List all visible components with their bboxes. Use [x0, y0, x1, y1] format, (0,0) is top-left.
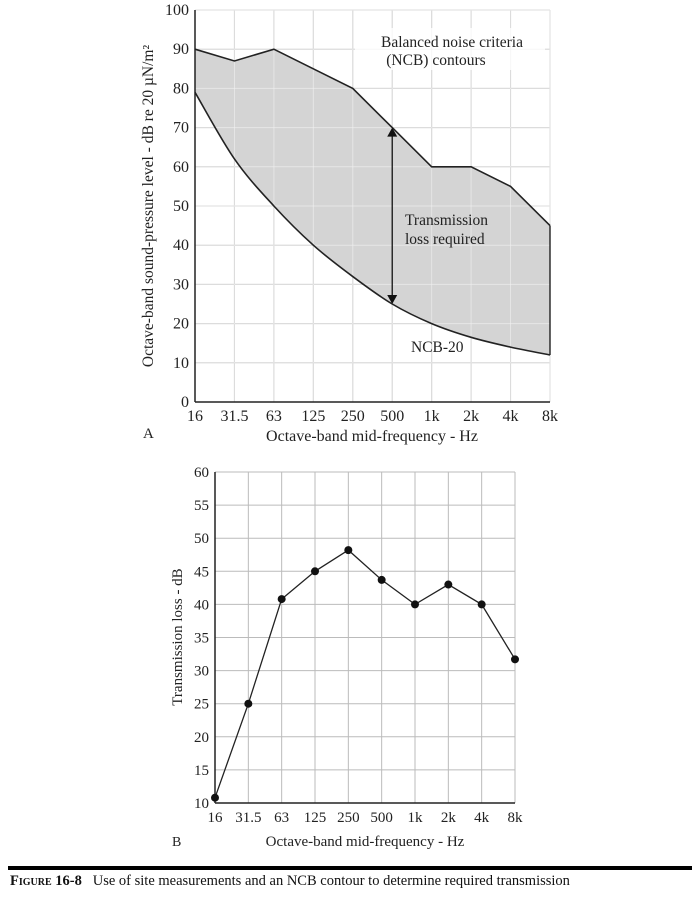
caption-label: Figure 16-8: [10, 873, 82, 889]
y-tick-label: 0: [181, 394, 189, 411]
panel-label: A: [143, 426, 154, 442]
x-axis-label: Octave-band mid-frequency - Hz: [266, 834, 465, 850]
transmission-loss-area: [195, 49, 550, 355]
x-tick-label: 16: [187, 408, 203, 425]
y-tick-label: 40: [194, 597, 209, 613]
y-tick-label: 100: [165, 2, 189, 19]
x-tick-label: 63: [266, 408, 282, 425]
data-point: [344, 546, 353, 555]
y-tick-label: 20: [173, 316, 189, 333]
x-tick-label: 1k: [424, 408, 440, 425]
x-tick-label: 2k: [441, 810, 457, 826]
y-tick-label: 50: [194, 531, 209, 547]
annotation-contour-title: Balanced noise criteria: [381, 34, 523, 51]
data-point: [244, 699, 253, 708]
y-tick-label: 30: [194, 664, 209, 680]
y-axis-label: Transmission loss - dB: [170, 568, 186, 705]
y-tick-label: 40: [173, 237, 189, 254]
panel-label: B: [172, 835, 181, 850]
x-tick-label: 8k: [508, 810, 524, 826]
x-tick-label: 2k: [463, 408, 479, 425]
y-tick-label: 25: [194, 697, 209, 713]
series-line-site-measurements: [194, 48, 551, 227]
y-tick-label: 90: [173, 41, 189, 58]
series-line-transmission-loss: [214, 549, 516, 798]
x-tick-label: 500: [370, 810, 393, 826]
x-tick-label: 31.5: [235, 810, 261, 826]
annotation-contour-title: (NCB) contours: [386, 52, 485, 69]
x-tick-label: 16: [208, 810, 224, 826]
x-tick-label: 31.5: [220, 408, 248, 425]
y-tick-label: 60: [173, 159, 189, 176]
y-tick-label: 15: [194, 763, 209, 779]
x-tick-label: 125: [304, 810, 327, 826]
x-tick-label: 63: [274, 810, 289, 826]
y-tick-label: 55: [194, 498, 209, 514]
arrow-head-up-icon: [387, 127, 398, 137]
caption-text: Use of site measurements and an NCB cont…: [92, 873, 570, 889]
x-tick-label: 8k: [542, 408, 558, 425]
data-point: [311, 567, 319, 576]
y-tick-label: 80: [173, 80, 189, 97]
y-tick-label: 45: [194, 564, 209, 580]
data-point: [211, 793, 219, 802]
y-tick-label: 10: [194, 796, 209, 812]
y-tick-label: 20: [194, 730, 209, 746]
series-line-ncb-20: [194, 91, 551, 356]
annotation-transmission-loss: loss required: [405, 231, 485, 248]
caption-rule: [8, 866, 692, 870]
y-tick-label: 70: [173, 120, 189, 137]
x-tick-label: 500: [380, 408, 404, 425]
x-tick-label: 4k: [503, 408, 519, 425]
data-point: [411, 600, 419, 609]
data-point: [477, 600, 486, 609]
x-tick-label: 125: [301, 408, 325, 425]
x-tick-label: 4k: [474, 810, 490, 826]
x-tick-label: 1k: [408, 810, 424, 826]
data-point: [444, 580, 453, 589]
x-axis-label: Octave-band mid-frequency - Hz: [266, 428, 478, 445]
annotation-transmission-loss: Transmission: [405, 212, 488, 229]
chart-a: 0 10 20 30 40 50 60 70 80 90 100 16 31.5 63 125 250 500 1…: [140, 2, 558, 445]
y-tick-label: 30: [173, 276, 189, 293]
arrow-head-down-icon: [387, 295, 398, 304]
y-tick-label: 50: [173, 198, 189, 215]
chart-b: 10 15 20 25 30 35 40 45 50 55 60 16 31.5 63 125 250 500 1…: [170, 465, 524, 850]
y-tick-label: 10: [173, 355, 189, 372]
y-tick-label: 60: [194, 465, 209, 481]
y-tick-label: 35: [194, 631, 209, 647]
data-point: [377, 575, 386, 584]
figure-caption: Figure 16-8 Use of site measurements and…: [10, 873, 570, 890]
y-axis-label: Octave-band sound-pressure level - dB re…: [140, 45, 157, 368]
data-point: [511, 655, 519, 664]
x-tick-label: 250: [341, 408, 365, 425]
data-point: [277, 595, 286, 604]
x-tick-label: 250: [337, 810, 360, 826]
annotation-ncb-20: NCB-20: [411, 339, 464, 356]
